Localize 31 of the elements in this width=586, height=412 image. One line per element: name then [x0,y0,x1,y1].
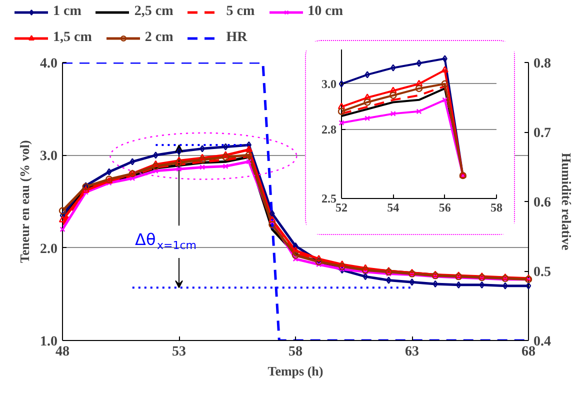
legend-label: 2 cm [144,30,174,46]
x-tick-label: 53 [172,344,186,360]
legend-label: 5 cm [226,4,255,20]
x-tick-label: 63 [405,344,419,360]
x-tick-label: 54 [387,200,400,214]
y2-tick-label: 0.4 [534,334,551,350]
y-tick-label: 1.0 [40,334,58,350]
y-tick-label: 2.8 [322,122,336,137]
legend-label: HR [226,30,248,46]
y-tick-label: 3.0 [40,149,58,164]
y2-tick-label: 0.5 [534,265,551,280]
legend-label: 2,5 cm [134,4,174,20]
y-tick-label: 2.5 [322,192,336,206]
x-tick-label: 52 [336,200,348,214]
x-tick-label: 58 [288,344,302,360]
y2-axis-title: Humidité relative [559,152,574,251]
x-tick-label: 68 [522,344,536,360]
x-axis-title: Temps (h) [268,364,324,378]
y2-tick-label: 0.8 [534,56,551,72]
legend-label: 1,5 cm [53,30,92,46]
x-tick-label: 58 [490,200,502,214]
y-tick-label: 2.0 [40,242,58,257]
y-tick-label: 3.0 [322,76,336,91]
y-tick-label: 4.0 [40,56,58,72]
y-axis-title: Teneur en eau (% vol) [17,140,32,264]
legend-label: 1 cm [53,4,82,20]
y2-tick-label: 0.6 [534,196,551,210]
y2-tick-label: 0.7 [534,126,551,141]
legend-label: 10 cm [308,4,344,20]
x-tick-label: 56 [438,200,451,214]
x-tick-label: 48 [56,344,70,360]
